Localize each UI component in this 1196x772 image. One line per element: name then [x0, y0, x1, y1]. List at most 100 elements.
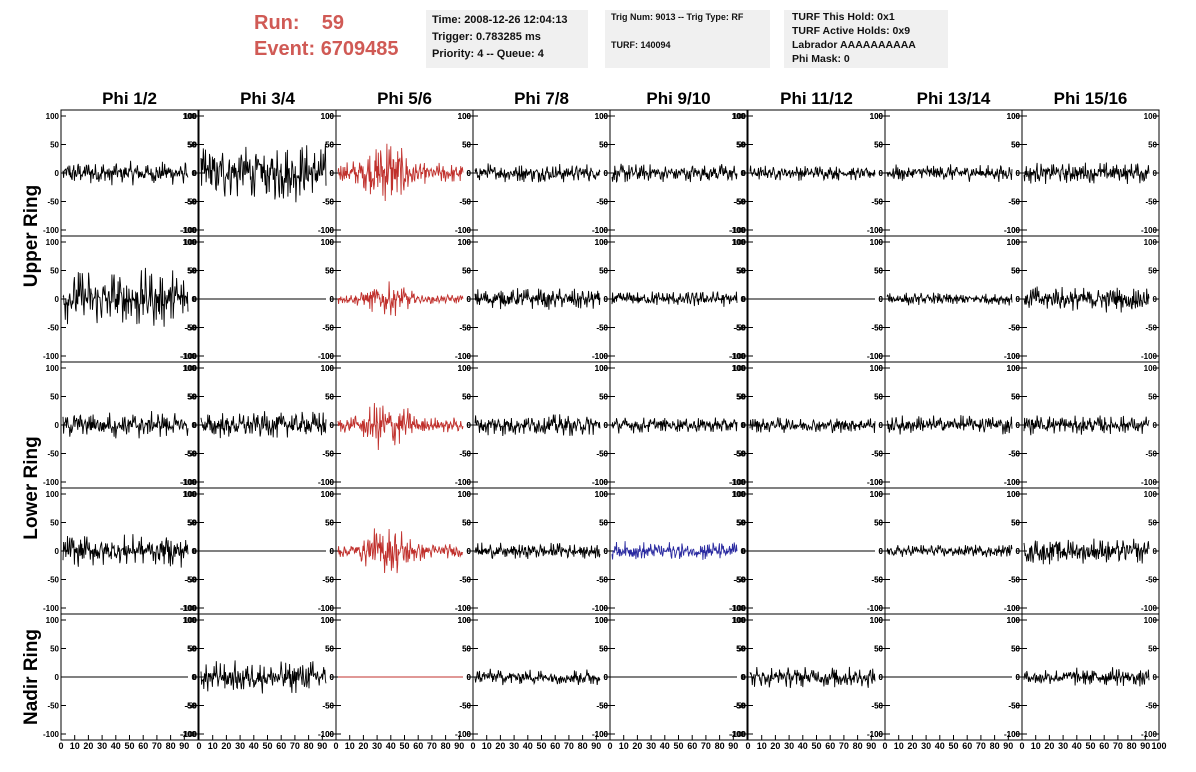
x-tick-label: 20	[83, 741, 93, 751]
y-tick-label-right: 100	[1144, 364, 1158, 373]
y-tick-label-left: 0	[604, 547, 609, 556]
waveform-trace	[337, 528, 464, 574]
waveform-trace	[611, 417, 738, 434]
y-tick-label-left: -100	[43, 604, 60, 613]
y-tick-label-left: -50	[871, 702, 883, 711]
x-tick-label: 70	[701, 741, 711, 751]
y-tick-label-right: 0	[330, 295, 335, 304]
y-tick-label-right: 100	[321, 112, 335, 121]
y-tick-label-right: -50	[1145, 198, 1157, 207]
y-tick-label-left: -100	[181, 604, 198, 613]
y-tick-label-right: -50	[871, 198, 883, 207]
y-tick-label-right: 100	[1007, 490, 1021, 499]
waveform-trace	[1023, 538, 1150, 565]
y-tick-label-right: 0	[192, 673, 197, 682]
column-label: Phi 1/2	[102, 89, 157, 108]
y-tick-label-right: -50	[596, 576, 608, 585]
x-tick-label: 30	[97, 741, 107, 751]
x-tick-label: 80	[578, 741, 588, 751]
waveform-panel: 100 100 50 50 0 0 -50 -50 -100 -100	[318, 235, 474, 363]
y-tick-label-left: 100	[458, 238, 472, 247]
y-tick-label-left: -100	[455, 478, 472, 487]
y-tick-label-left: 100	[870, 616, 884, 625]
y-tick-label-right: -100	[592, 604, 609, 613]
y-tick-label-right: 0	[604, 169, 609, 178]
y-tick-label-left: 100	[321, 616, 335, 625]
y-tick-label-left: 0	[55, 169, 60, 178]
y-tick-label-right: -50	[459, 198, 471, 207]
y-tick-label-left: 50	[462, 267, 471, 276]
y-tick-label-right: 100	[183, 616, 197, 625]
y-tick-label-right: -100	[180, 604, 197, 613]
x-tick-label: 0	[882, 741, 887, 751]
x-tick-label: 0	[58, 741, 63, 751]
x-tick-label: 40	[660, 741, 670, 751]
x-tick-label: 90	[591, 741, 601, 751]
y-tick-label-left: 100	[184, 238, 198, 247]
y-tick-label-right: 100	[595, 490, 609, 499]
y-tick-label-right: -100	[729, 730, 746, 739]
y-tick-label-left: 0	[879, 295, 884, 304]
y-tick-label-right: 100	[1007, 112, 1021, 121]
y-tick-label-right: 100	[732, 616, 746, 625]
y-tick-label-right: -50	[184, 198, 196, 207]
y-tick-label-left: 0	[604, 169, 609, 178]
waveform-trace	[1023, 415, 1150, 436]
y-tick-label-right: -100	[318, 730, 335, 739]
y-tick-label-right: 50	[325, 267, 334, 276]
y-tick-label-right: 0	[879, 295, 884, 304]
y-tick-label-left: 0	[1016, 421, 1021, 430]
y-tick-label-right: -50	[1145, 702, 1157, 711]
waveform-trace	[474, 668, 601, 686]
waveform-panel: 100 100 50 50 0 0 -50 -50 -100 -100	[867, 361, 1023, 489]
y-tick-label-right: 100	[183, 238, 197, 247]
x-tick-label: 90	[179, 741, 189, 751]
y-tick-label-right: 100	[870, 490, 884, 499]
y-tick-label-right: -100	[1004, 226, 1021, 235]
y-tick-label-right: 50	[462, 519, 471, 528]
y-tick-label-left: 100	[733, 616, 747, 625]
y-tick-label-right: 100	[1007, 616, 1021, 625]
y-tick-label-left: -50	[322, 576, 334, 585]
panel-frame	[335, 109, 474, 237]
y-tick-label-right: 100	[321, 616, 335, 625]
event-value: 6709485	[320, 38, 399, 60]
y-tick-label-left: 100	[458, 364, 472, 373]
y-tick-label-left: -100	[43, 730, 60, 739]
y-tick-label-left: 50	[874, 267, 883, 276]
y-tick-label-left: 50	[462, 519, 471, 528]
waveform-trace	[1023, 286, 1150, 313]
x-tick-label: 70	[290, 741, 300, 751]
y-tick-label-right: -50	[1008, 450, 1020, 459]
x-tick-label: 80	[1127, 741, 1137, 751]
turf-this-hold-text: TURF This Hold: 0x1	[792, 11, 895, 23]
y-tick-label-right: -100	[729, 478, 746, 487]
run-value: 59	[321, 12, 345, 34]
y-tick-label-right: -50	[184, 576, 196, 585]
y-tick-label-left: 0	[193, 169, 198, 178]
y-tick-label-right: 100	[458, 364, 472, 373]
x-tick-label: 90	[454, 741, 464, 751]
y-tick-label-left: 50	[737, 645, 746, 654]
y-tick-label-right: -100	[729, 226, 746, 235]
y-tick-label-right: -50	[1145, 576, 1157, 585]
x-tick-label: 40	[935, 741, 945, 751]
waveform-trace	[886, 292, 1013, 306]
y-tick-label-left: 0	[879, 673, 884, 682]
x-tick-label: 60	[1099, 741, 1109, 751]
y-tick-label-right: -100	[318, 604, 335, 613]
y-tick-label-right: -50	[459, 450, 471, 459]
y-tick-label-left: 0	[467, 547, 472, 556]
y-tick-label-left: -100	[1004, 730, 1021, 739]
y-tick-label-right: -50	[1008, 576, 1020, 585]
x-tick-label: 0	[745, 741, 750, 751]
waveform-panel: 100 100 50 50 0 0 -50 -50 -100 -100	[1004, 109, 1160, 237]
y-tick-label-left: 100	[595, 364, 609, 373]
y-tick-label-left: -100	[592, 478, 609, 487]
y-tick-label-left: 100	[1007, 238, 1021, 247]
y-tick-label-left: 0	[1016, 169, 1021, 178]
y-tick-label-right: 100	[1144, 238, 1158, 247]
y-tick-label-right: 100	[732, 112, 746, 121]
x-tick-label: 50	[673, 741, 683, 751]
waveform-panel: 100 100 50 50 0 0 -50 -50 -100 -100	[318, 613, 474, 741]
